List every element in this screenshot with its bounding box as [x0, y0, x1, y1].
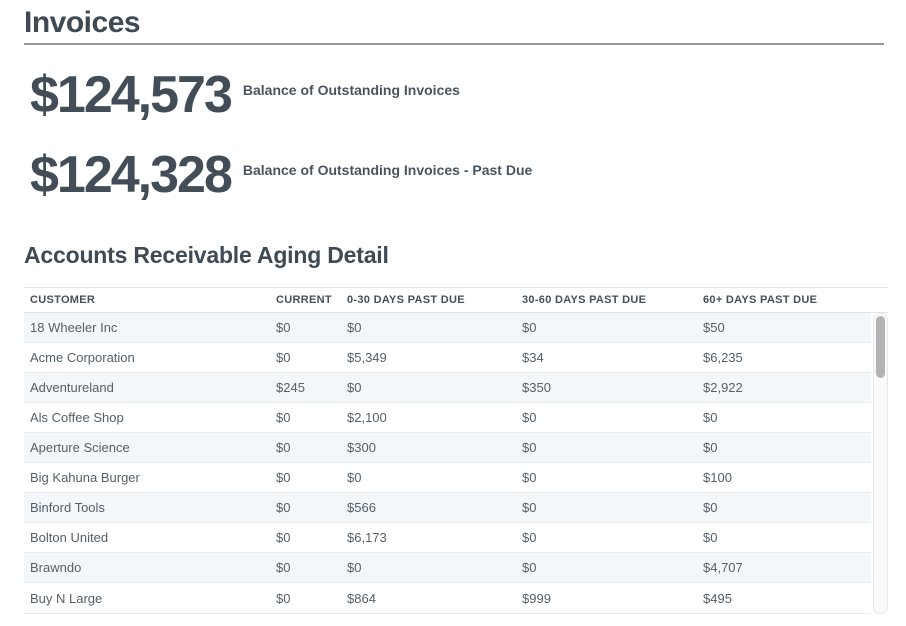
days-0-30-cell: $6,173	[347, 530, 387, 545]
days-30-60-cell: $0	[522, 320, 537, 335]
column-header-0-30-days: 0-30 DAYS PAST DUE	[347, 294, 465, 306]
days-60-plus-cell: $0	[703, 530, 718, 545]
customer-cell: Big Kahuna Burger	[30, 470, 140, 485]
current-cell: $0	[276, 560, 291, 575]
customer-cell: Adventureland	[30, 380, 114, 395]
metric-past-due-balance: $124,328 Balance of Outstanding Invoices…	[30, 146, 888, 204]
days-30-60-cell: $0	[522, 410, 537, 425]
current-cell: $245	[276, 380, 305, 395]
column-header-customer: CUSTOMER	[30, 294, 96, 306]
current-cell: $0	[276, 470, 291, 485]
column-header-current: CURRENT	[276, 294, 332, 306]
days-60-plus-cell: $50	[703, 320, 725, 335]
days-0-30-cell: $566	[347, 500, 376, 515]
days-0-30-cell: $0	[347, 380, 362, 395]
days-30-60-cell: $34	[522, 350, 544, 365]
days-60-plus-cell: $100	[703, 470, 732, 485]
current-cell: $0	[276, 440, 291, 455]
table-row: 18 Wheeler Inc $0 $0 $0 $50	[24, 313, 871, 343]
table-body: 18 Wheeler Inc $0 $0 $0 $50 Acme Corpora…	[24, 313, 871, 614]
days-0-30-cell: $864	[347, 590, 376, 606]
metric-label: Balance of Outstanding Invoices - Past D…	[242, 162, 533, 178]
table-row: Binford Tools $0 $566 $0 $0	[24, 493, 871, 523]
customer-cell: Binford Tools	[30, 500, 105, 515]
days-60-plus-cell: $2,922	[703, 380, 743, 395]
table-scrollbar[interactable]	[873, 313, 888, 614]
days-0-30-cell: $0	[347, 470, 362, 485]
customer-cell: Als Coffee Shop	[30, 410, 124, 425]
page-title: Invoices	[24, 6, 141, 39]
table-body-wrap: 18 Wheeler Inc $0 $0 $0 $50 Acme Corpora…	[24, 313, 888, 614]
days-60-plus-cell: $6,235	[703, 350, 743, 365]
days-0-30-cell: $300	[347, 440, 376, 455]
column-header-30-60-days: 30-60 DAYS PAST DUE	[522, 294, 647, 306]
column-header-60-plus-days: 60+ DAYS PAST DUE	[703, 294, 818, 306]
table-row: Brawndo $0 $0 $0 $4,707	[24, 553, 871, 583]
section-title-ar-aging-detail: Accounts Receivable Aging Detail	[24, 242, 389, 268]
current-cell: $0	[276, 350, 291, 365]
scrollbar-thumb[interactable]	[876, 316, 885, 378]
days-60-plus-cell: $0	[703, 500, 718, 515]
table-row: Bolton United $0 $6,173 $0 $0	[24, 523, 871, 553]
title-divider	[24, 43, 884, 45]
metric-value: $124,573	[30, 66, 233, 124]
table-row: Aperture Science $0 $300 $0 $0	[24, 433, 871, 463]
customer-cell: Buy N Large	[30, 590, 103, 606]
customer-cell: Acme Corporation	[30, 350, 135, 365]
days-30-60-cell: $0	[522, 500, 537, 515]
days-60-plus-cell: $4,707	[703, 560, 743, 575]
customer-cell: Brawndo	[30, 560, 82, 575]
table-row: Als Coffee Shop $0 $2,100 $0 $0	[24, 403, 871, 433]
metric-value: $124,328	[30, 146, 233, 204]
days-0-30-cell: $5,349	[347, 350, 387, 365]
days-30-60-cell: $999	[522, 590, 551, 606]
days-30-60-cell: $0	[522, 560, 537, 575]
days-0-30-cell: $2,100	[347, 410, 387, 425]
current-cell: $0	[276, 530, 291, 545]
days-0-30-cell: $0	[347, 560, 362, 575]
days-60-plus-cell: $495	[703, 590, 732, 606]
days-0-30-cell: $0	[347, 320, 362, 335]
customer-cell: Bolton United	[30, 530, 109, 545]
ar-aging-table: CUSTOMER CURRENT 0-30 DAYS PAST DUE 30-6…	[24, 287, 888, 614]
days-30-60-cell: $0	[522, 440, 537, 455]
current-cell: $0	[276, 590, 291, 606]
metric-outstanding-balance: $124,573 Balance of Outstanding Invoices	[30, 66, 888, 124]
days-60-plus-cell: $0	[703, 410, 718, 425]
days-30-60-cell: $0	[522, 470, 537, 485]
current-cell: $0	[276, 500, 291, 515]
metric-label: Balance of Outstanding Invoices	[242, 82, 460, 98]
table-row: Big Kahuna Burger $0 $0 $0 $100	[24, 463, 871, 493]
table-row: Buy N Large $0 $864 $999 $495	[24, 583, 871, 613]
days-60-plus-cell: $0	[703, 440, 718, 455]
table-header: CUSTOMER CURRENT 0-30 DAYS PAST DUE 30-6…	[24, 287, 888, 313]
current-cell: $0	[276, 320, 291, 335]
days-30-60-cell: $350	[522, 380, 551, 395]
customer-cell: Aperture Science	[30, 440, 130, 455]
table-row: Adventureland $245 $0 $350 $2,922	[24, 373, 871, 403]
table-row: Acme Corporation $0 $5,349 $34 $6,235	[24, 343, 871, 373]
days-30-60-cell: $0	[522, 530, 537, 545]
current-cell: $0	[276, 410, 291, 425]
customer-cell: 18 Wheeler Inc	[30, 320, 118, 335]
